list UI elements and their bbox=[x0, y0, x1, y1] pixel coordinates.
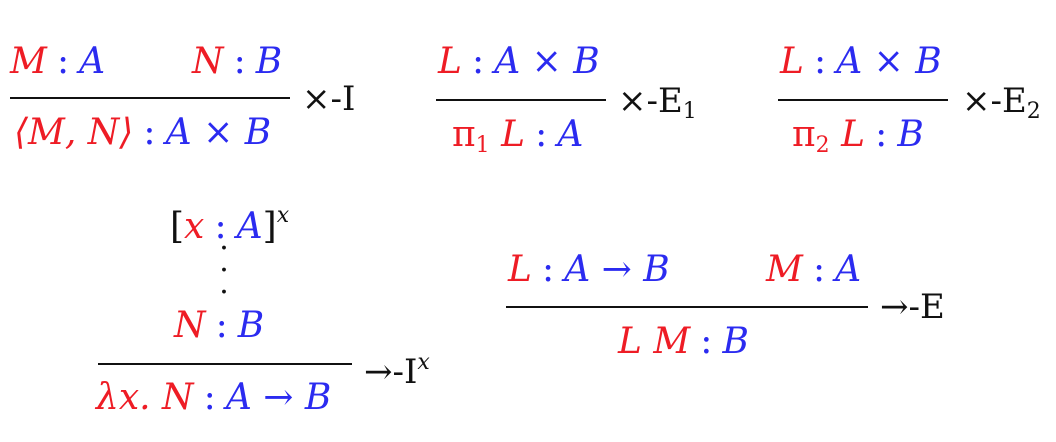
premise-right: N:B bbox=[192, 41, 283, 82]
inference-line bbox=[10, 97, 290, 99]
inference-line bbox=[98, 363, 352, 365]
hypothesis: [x: A]x bbox=[170, 203, 290, 247]
rule-label: →-E bbox=[880, 287, 945, 327]
inference-line bbox=[436, 99, 606, 101]
premise-left: M:A bbox=[10, 41, 106, 82]
vertical-dots: · · · bbox=[219, 231, 229, 310]
inference-line bbox=[778, 99, 948, 101]
premise: L:A × B bbox=[780, 41, 942, 82]
conclusion: λx. N:A → B bbox=[96, 377, 332, 418]
inference-line bbox=[506, 306, 868, 308]
rule-label: ×-E2 bbox=[962, 81, 1041, 124]
conclusion: π2 L:B bbox=[792, 114, 924, 159]
premise-right: M:A bbox=[766, 249, 862, 290]
premise: N:B bbox=[174, 305, 265, 346]
conclusion: π1 L:A bbox=[452, 114, 584, 159]
rule-label: ×-E1 bbox=[618, 81, 697, 124]
conclusion: L M:B bbox=[618, 321, 749, 362]
conclusion: ⟨M, N⟩: A × B bbox=[14, 112, 272, 153]
rule-label: →-Ix bbox=[364, 350, 430, 392]
premise: L:A × B bbox=[438, 41, 600, 82]
premise-left: L:A → B bbox=[508, 249, 670, 290]
rule-label: ×-I bbox=[302, 79, 356, 119]
